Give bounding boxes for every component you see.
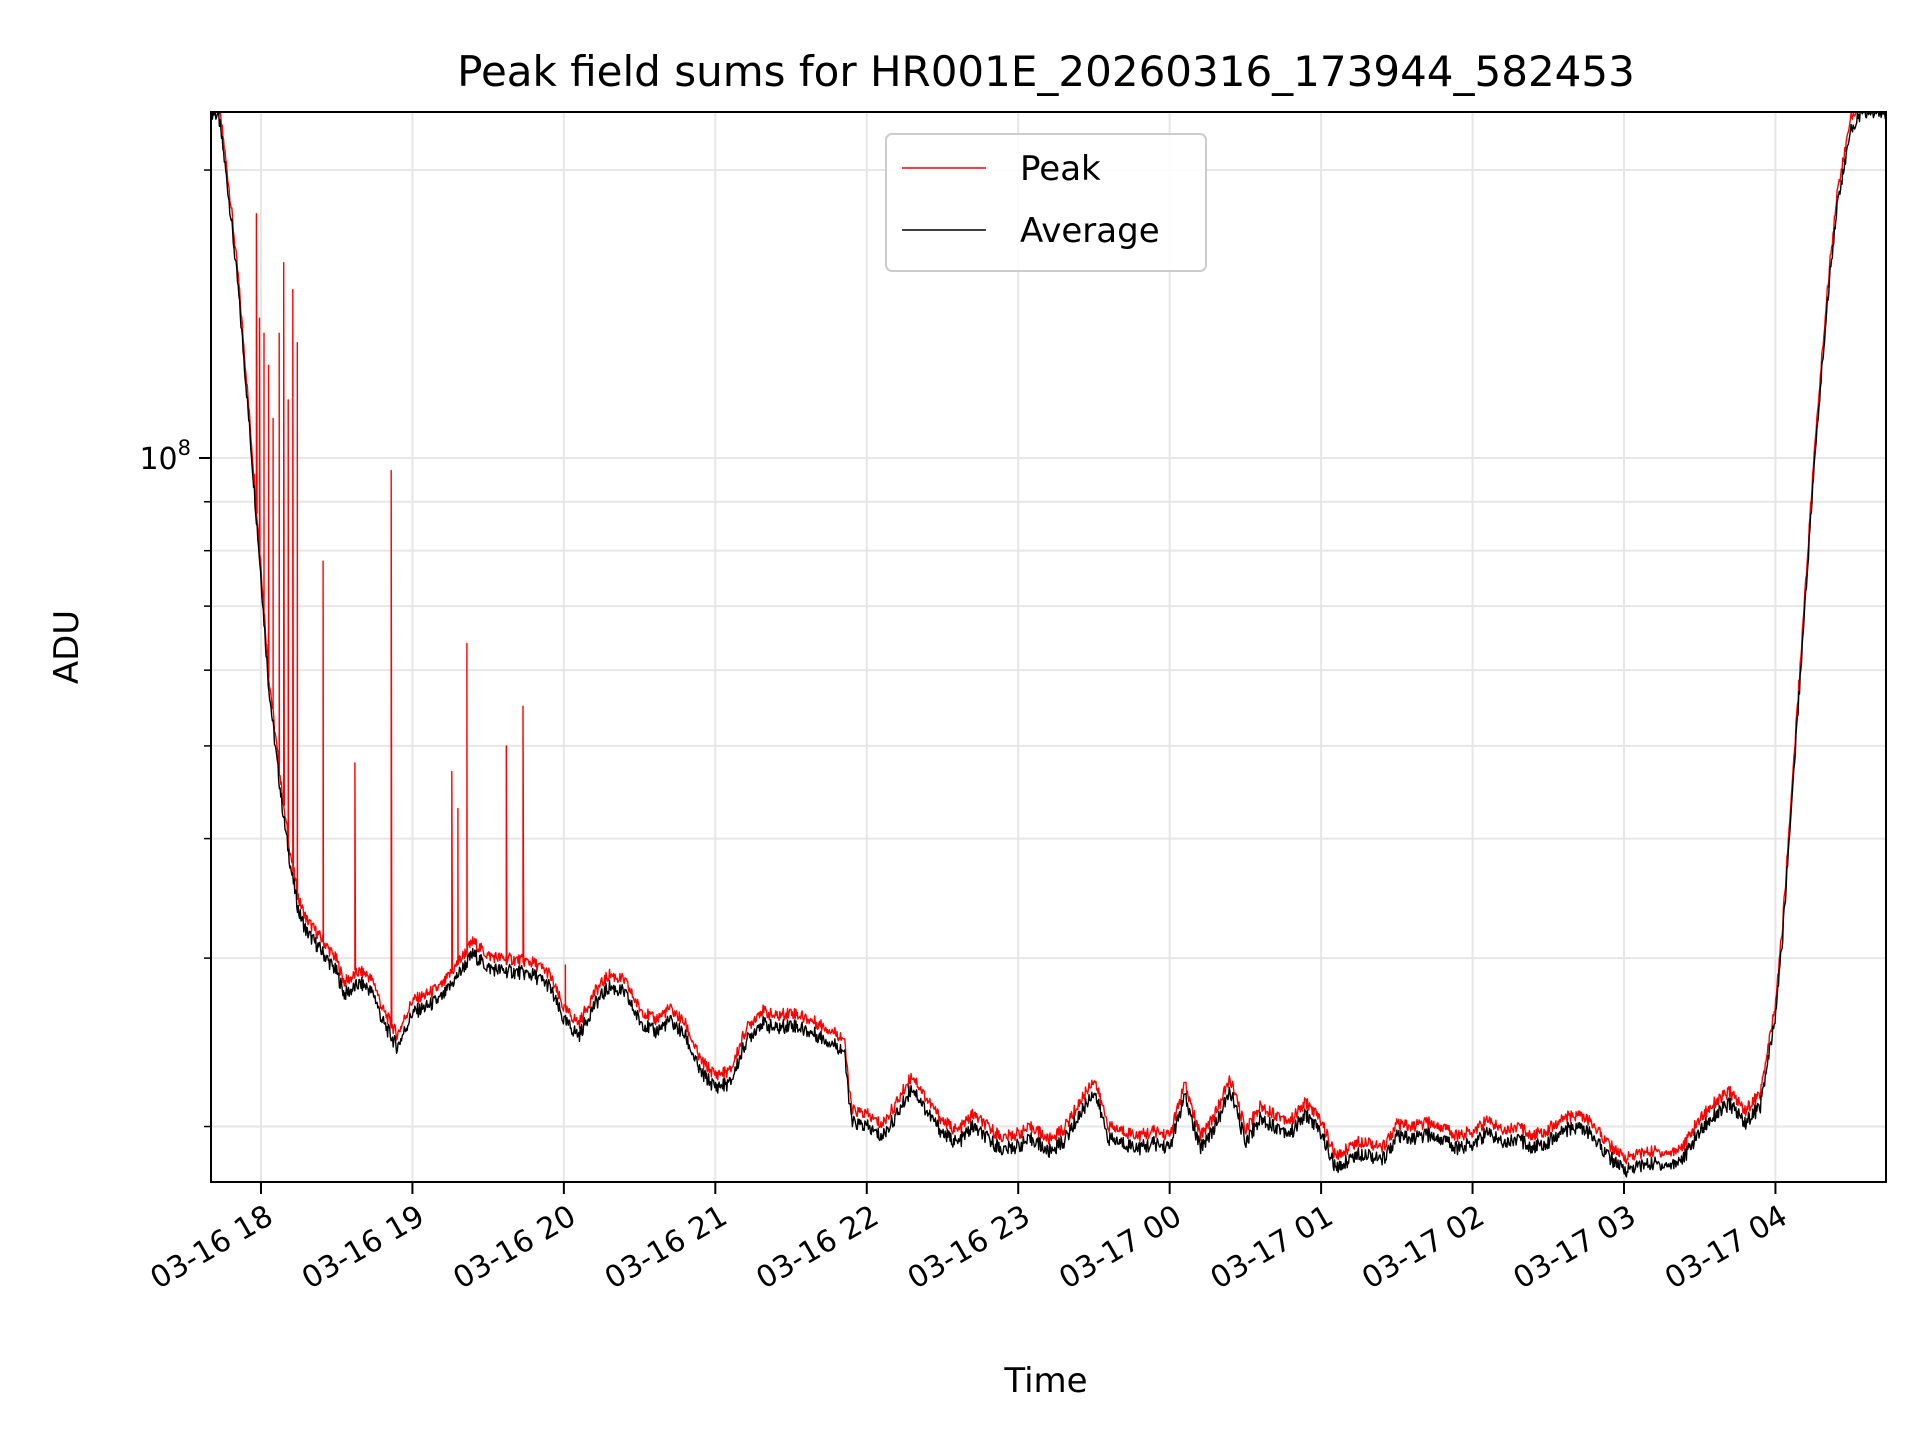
y-axis: 108 bbox=[139, 169, 211, 1128]
x-axis-label: Time bbox=[1003, 1361, 1087, 1401]
plot-area bbox=[211, 112, 1886, 1178]
y-axis-label: ADU bbox=[47, 610, 87, 684]
plot-frame bbox=[210, 111, 1887, 1183]
legend-peak-label: Peak bbox=[1020, 149, 1101, 189]
y-tick-label: 108 bbox=[139, 436, 191, 477]
legend: Peak Average bbox=[885, 133, 1207, 272]
series-peak-line bbox=[211, 112, 1886, 1165]
chart-title: Peak field sums for HR001E_20260316_1739… bbox=[457, 47, 1635, 96]
series-average-line bbox=[211, 112, 1886, 1178]
legend-average-label: Average bbox=[1020, 211, 1160, 251]
